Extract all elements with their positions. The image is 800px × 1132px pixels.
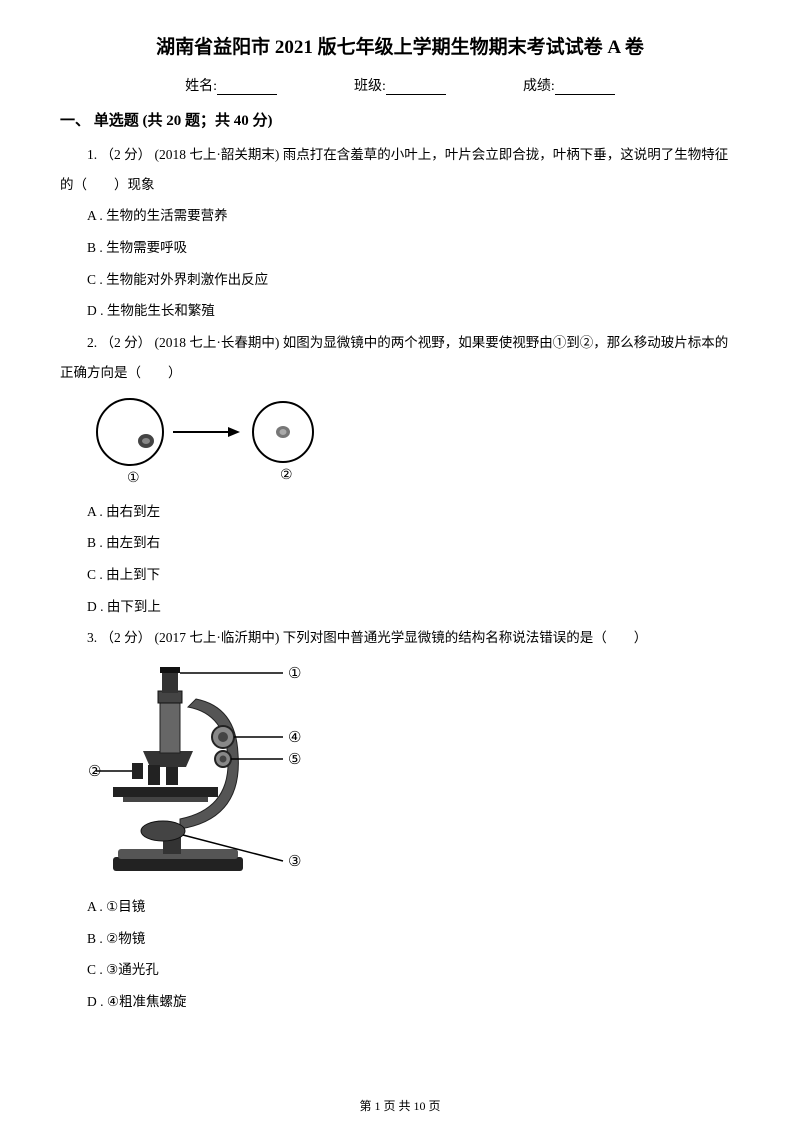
score-label: 成绩: xyxy=(523,75,555,95)
q1-option-b: B . 生物需要呼吸 xyxy=(60,233,740,263)
name-label: 姓名: xyxy=(185,75,217,95)
q3-fig-label-3: ③ xyxy=(288,854,301,870)
q3-fig-label-4: ④ xyxy=(288,730,301,746)
q2-fig-label-1: ① xyxy=(127,471,140,486)
q2-figure: ① ② xyxy=(88,394,740,489)
q3-option-a: A . ①目镜 xyxy=(60,892,740,922)
q2-fig-label-2: ② xyxy=(280,468,293,483)
section-1-header: 一、 单选题 (共 20 题；共 40 分) xyxy=(60,109,740,130)
q3-fig-label-1: ① xyxy=(288,666,301,682)
class-label: 班级: xyxy=(354,75,386,95)
q3-option-d: D . ④粗准焦螺旋 xyxy=(60,987,740,1017)
q1-option-d: D . 生物能生长和繁殖 xyxy=(60,296,740,326)
q2-stem: 2. （2 分） (2018 七上·长春期中) 如图为显微镜中的两个视野，如果要… xyxy=(60,328,740,387)
q1-option-c: C . 生物能对外界刺激作出反应 xyxy=(60,265,740,295)
q3-option-c: C . ③通光孔 xyxy=(60,955,740,985)
q3-option-b: B . ②物镜 xyxy=(60,924,740,954)
score-blank xyxy=(555,81,615,95)
q3-fig-label-2: ② xyxy=(88,764,101,780)
student-info-row: 姓名: 班级: 成绩: xyxy=(60,75,740,95)
class-blank xyxy=(386,81,446,95)
q3-stem: 3. （2 分） (2017 七上·临沂期中) 下列对图中普通光学显微镜的结构名… xyxy=(60,623,740,653)
page-footer: 第 1 页 共 10 页 xyxy=(0,1097,800,1114)
name-blank xyxy=(217,81,277,95)
q3-fig-label-5: ⑤ xyxy=(288,752,301,768)
q1-stem: 1. （2 分） (2018 七上·韶关期末) 雨点打在含羞草的小叶上，叶片会立… xyxy=(60,140,740,199)
q2-option-d: D . 由下到上 xyxy=(60,592,740,622)
q2-option-a: A . 由右到左 xyxy=(60,497,740,527)
q2-option-b: B . 由左到右 xyxy=(60,528,740,558)
q3-figure: ① ② ③ ④ ⑤ xyxy=(88,659,740,884)
q1-option-a: A . 生物的生活需要营养 xyxy=(60,201,740,231)
page-title: 湖南省益阳市 2021 版七年级上学期生物期末考试试卷 A 卷 xyxy=(60,32,740,59)
q2-option-c: C . 由上到下 xyxy=(60,560,740,590)
